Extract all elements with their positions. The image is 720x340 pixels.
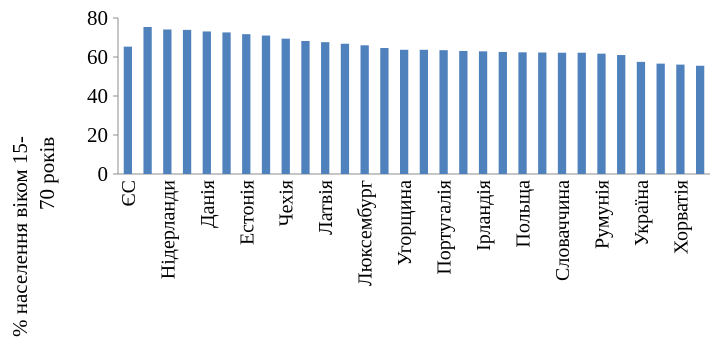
bar [695, 65, 705, 174]
bar [399, 49, 409, 174]
x-tick-label: Латвія [315, 180, 337, 235]
bar [380, 48, 389, 174]
x-tick-label: Естонія [236, 180, 258, 245]
bar [143, 26, 152, 174]
bar [676, 64, 685, 174]
bar [498, 51, 507, 174]
bar [301, 41, 310, 175]
bar [577, 52, 586, 174]
bar [597, 53, 606, 175]
bar [281, 38, 290, 174]
bar [123, 46, 133, 174]
x-tick-label: Люксембург [355, 180, 377, 286]
axes [113, 17, 710, 175]
x-tick-label: Угорщина [394, 180, 416, 266]
bar [321, 42, 330, 175]
bar [340, 43, 350, 174]
y-tick-label: 20 [87, 123, 108, 147]
y-tick-label: 0 [98, 162, 109, 186]
bar [478, 51, 488, 174]
bar [538, 52, 547, 174]
bar [617, 55, 626, 174]
bar [518, 52, 527, 174]
bar [459, 50, 468, 174]
bar [636, 61, 646, 174]
x-tick-label: Португалія [434, 180, 456, 275]
bar [419, 49, 429, 174]
y-tick-labels: 0 20 40 60 80 [87, 6, 108, 186]
bar [439, 50, 448, 174]
y-axis-title-line-1: % населення віком 15- [8, 136, 32, 337]
bar [222, 32, 231, 175]
x-tick-label: Нідерланди [157, 180, 179, 280]
x-tick-label: Україна [631, 180, 653, 246]
bar [202, 31, 211, 174]
x-tick-label: Хорватія [670, 180, 692, 254]
bar [656, 63, 665, 174]
bar [182, 29, 192, 174]
x-tick-label: Данія [197, 180, 219, 228]
x-tick-label: ЄС [118, 180, 140, 207]
x-tick-label: Польща [513, 180, 535, 248]
x-tick-label: Чехія [276, 180, 298, 226]
bar [242, 34, 251, 175]
y-tick-label: 60 [87, 45, 108, 69]
bar [360, 45, 369, 174]
y-tick-label: 80 [87, 6, 108, 30]
y-axis-title: % населення віком 15- 70 років [8, 136, 59, 337]
bars [123, 26, 705, 175]
bar [261, 35, 271, 174]
x-tick-label: Румунія [591, 180, 613, 249]
x-tick-label: Ірландія [473, 180, 495, 251]
x-tick-label: Словаччина [552, 180, 574, 281]
y-axis-title-line-2: 70 років [35, 137, 59, 210]
bar [163, 29, 172, 174]
y-tick-label: 40 [87, 84, 108, 108]
x-tick-labels: ЄС Нідерланди Данія Естонія Чехія Латвія Люксе… [118, 180, 693, 286]
bar [557, 52, 567, 174]
